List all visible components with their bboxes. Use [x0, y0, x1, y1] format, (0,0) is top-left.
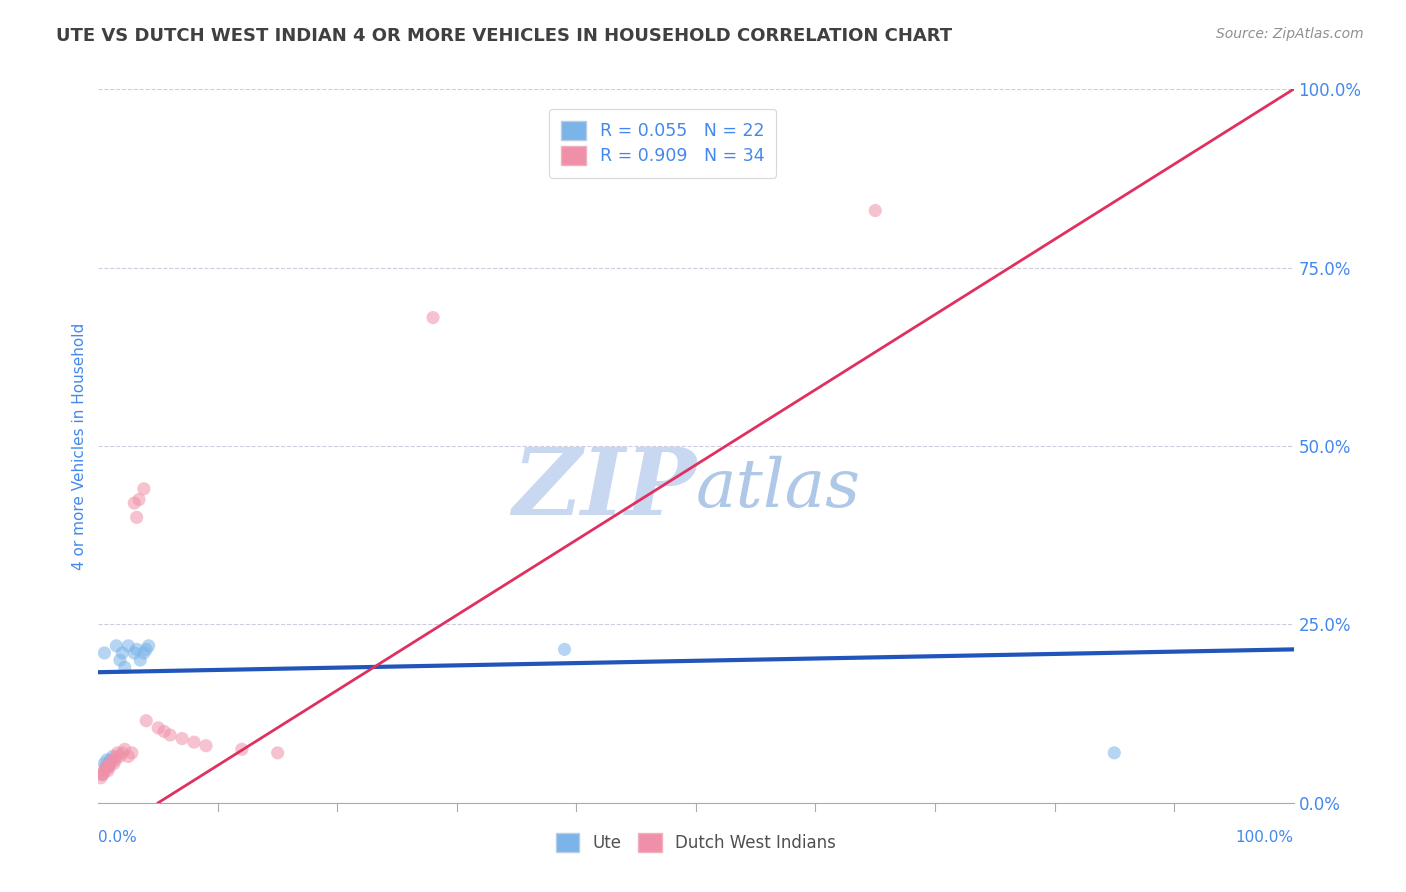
- Point: [422, 310, 444, 325]
- Point: [114, 742, 136, 756]
- Point: [132, 482, 155, 496]
- Point: [267, 746, 290, 760]
- Legend: Ute, Dutch West Indians: Ute, Dutch West Indians: [550, 827, 842, 859]
- Point: [125, 642, 148, 657]
- Point: [96, 753, 118, 767]
- Point: [101, 753, 124, 767]
- Point: [231, 742, 253, 756]
- Point: [105, 749, 128, 764]
- Point: [103, 756, 125, 771]
- Point: [1104, 746, 1126, 760]
- Point: [94, 760, 117, 774]
- Point: [138, 639, 160, 653]
- Text: Source: ZipAtlas.com: Source: ZipAtlas.com: [1216, 27, 1364, 41]
- Point: [93, 646, 115, 660]
- Point: [91, 767, 114, 781]
- Point: [121, 746, 143, 760]
- Text: 100.0%: 100.0%: [1236, 830, 1294, 845]
- Point: [128, 492, 150, 507]
- Text: 0.0%: 0.0%: [98, 830, 138, 845]
- Text: UTE VS DUTCH WEST INDIAN 4 OR MORE VEHICLES IN HOUSEHOLD CORRELATION CHART: UTE VS DUTCH WEST INDIAN 4 OR MORE VEHIC…: [56, 27, 952, 45]
- Point: [94, 760, 117, 774]
- Y-axis label: 4 or more Vehicles in Household: 4 or more Vehicles in Household: [72, 322, 87, 570]
- Point: [108, 749, 131, 764]
- Point: [117, 749, 139, 764]
- Point: [90, 771, 112, 785]
- Point: [114, 660, 136, 674]
- Point: [91, 767, 114, 781]
- Point: [172, 731, 194, 746]
- Point: [195, 739, 218, 753]
- Point: [125, 510, 148, 524]
- Point: [111, 646, 134, 660]
- Point: [96, 760, 118, 774]
- Point: [98, 756, 122, 771]
- Point: [183, 735, 205, 749]
- Point: [554, 642, 576, 657]
- Point: [111, 746, 134, 760]
- Point: [153, 724, 176, 739]
- Point: [98, 753, 122, 767]
- Point: [98, 756, 121, 771]
- Text: atlas: atlas: [696, 456, 860, 522]
- Point: [93, 756, 115, 771]
- Point: [105, 639, 128, 653]
- Point: [101, 749, 124, 764]
- Point: [104, 753, 127, 767]
- Point: [132, 646, 155, 660]
- Point: [159, 728, 181, 742]
- Point: [117, 639, 139, 653]
- Point: [93, 764, 115, 778]
- Text: ZIP: ZIP: [512, 444, 696, 533]
- Point: [124, 496, 146, 510]
- Point: [148, 721, 170, 735]
- Point: [107, 746, 129, 760]
- Point: [865, 203, 887, 218]
- Point: [124, 646, 146, 660]
- Point: [98, 760, 121, 774]
- Point: [135, 714, 157, 728]
- Point: [135, 642, 157, 657]
- Point: [108, 653, 131, 667]
- Point: [97, 760, 120, 774]
- Point: [129, 653, 152, 667]
- Point: [91, 767, 114, 781]
- Point: [97, 764, 120, 778]
